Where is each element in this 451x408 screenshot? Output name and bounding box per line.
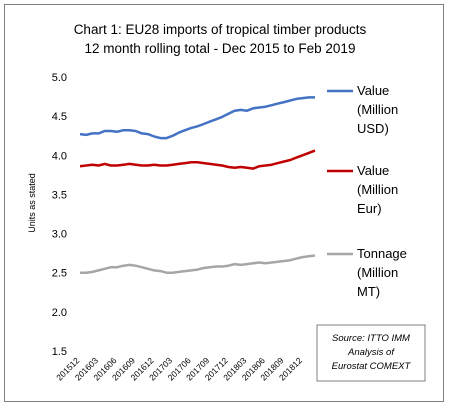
- y-tick-label: 3.0: [52, 229, 67, 241]
- source-text: Eurostat COMEXT: [332, 361, 412, 372]
- chart-subtitle: 12 month rolling total - Dec 2015 to Feb…: [85, 41, 356, 56]
- legend-label: (Million: [357, 102, 398, 117]
- x-axis-ticks: 2015122016032016062016092016122017032017…: [54, 355, 304, 382]
- series-lines: [80, 97, 315, 272]
- legend-label: Value: [357, 83, 389, 98]
- y-axis-ticks: 5.0 4.5 4.0 3.5 3.0 2.5 2.0 1.5: [52, 72, 67, 358]
- line-chart: Chart 1: EU28 imports of tropical timber…: [5, 5, 445, 403]
- y-tick-label: 4.0: [52, 150, 67, 162]
- legend-label: MT): [357, 284, 380, 299]
- legend-label: Tonnage: [357, 246, 407, 261]
- source-text: Source: ITTO IMM: [332, 333, 410, 344]
- legend-label: USD): [357, 121, 389, 136]
- y-tick-label: 2.0: [52, 307, 67, 319]
- series-line-1: [80, 97, 315, 138]
- y-tick-label: 4.5: [52, 111, 67, 123]
- source-text: Analysis of: [347, 347, 395, 358]
- legend-label: Value: [357, 163, 389, 178]
- y-tick-label: 2.5: [52, 268, 67, 280]
- y-tick-label: 1.5: [52, 346, 67, 358]
- y-tick-label: 5.0: [52, 72, 67, 84]
- chart-frame: Chart 1: EU28 imports of tropical timber…: [4, 4, 444, 402]
- legend-label: (Million: [357, 182, 398, 197]
- y-axis-label: Units as stated: [27, 173, 37, 233]
- series-line-2: [80, 151, 315, 169]
- y-tick-label: 3.5: [52, 189, 67, 201]
- legend-label: (Million: [357, 265, 398, 280]
- source-annotation: Source: ITTO IMM Analysis of Eurostat COME…: [317, 325, 425, 381]
- legend: Value (Million USD) Value (Million Eur) Tonnag…: [327, 83, 407, 299]
- legend-label: Eur): [357, 201, 382, 216]
- chart-title: Chart 1: EU28 imports of tropical timber…: [74, 22, 367, 37]
- series-line-3: [80, 256, 315, 273]
